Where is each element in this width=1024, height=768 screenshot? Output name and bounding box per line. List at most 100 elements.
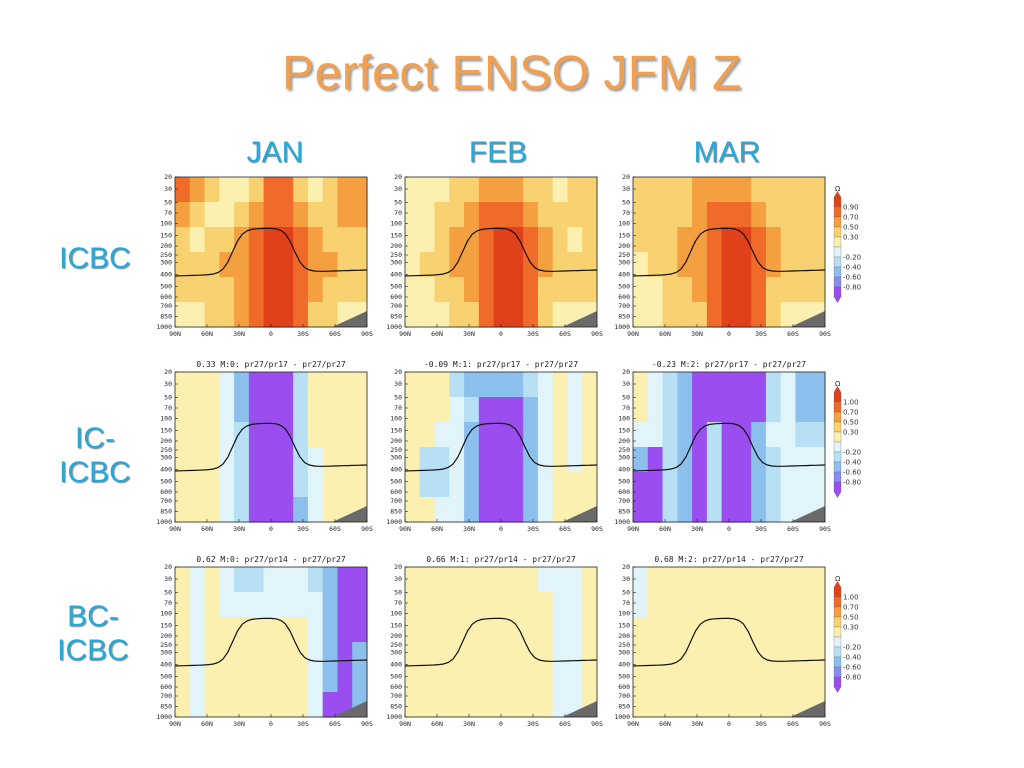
heatmap-cell — [322, 202, 339, 228]
heatmap-cell — [751, 277, 767, 303]
panel-title: 0.66 M:1: pr27/pr14 - pr27/pr27 — [426, 555, 575, 564]
heatmap-cell — [293, 592, 309, 618]
heatmap-cell — [307, 497, 324, 523]
heatmap-cell — [419, 372, 436, 398]
heatmap-cell — [493, 397, 509, 423]
heatmap-cell — [189, 202, 206, 228]
heatmap-cell — [189, 252, 206, 278]
heatmap-cell — [434, 277, 450, 303]
panel-title: -0.23 M:2: pr27/pr17 - pr27/pr27 — [652, 360, 806, 369]
heatmap-cell — [352, 667, 368, 693]
heatmap-cell — [493, 617, 509, 643]
y-tick-label: 100 — [390, 415, 402, 423]
heatmap-cell — [582, 642, 598, 668]
heatmap-cell — [464, 472, 480, 498]
heatmap-cell — [721, 592, 737, 618]
heatmap-cell — [692, 642, 708, 668]
row-header-line: ICBC — [57, 634, 129, 667]
heatmap-cell — [175, 497, 191, 523]
heatmap-cell — [692, 692, 708, 718]
heatmap-cell — [493, 422, 509, 448]
heatmap-cell — [721, 302, 737, 328]
heatmap-cell — [263, 302, 279, 328]
heatmap-cell — [523, 397, 539, 423]
colorbar-label: 0.30 — [843, 429, 859, 437]
heatmap-cell — [263, 617, 279, 643]
heatmap-cell — [234, 592, 250, 618]
heatmap-cell — [434, 617, 450, 643]
heatmap-cell — [537, 302, 554, 328]
heatmap-cell — [780, 227, 797, 253]
heatmap-cell — [751, 252, 767, 278]
heatmap-cell — [508, 252, 524, 278]
heatmap-cell — [567, 177, 583, 203]
y-tick-label: 30 — [164, 185, 172, 193]
colorbar-swatch — [833, 676, 842, 688]
y-tick-label: 500 — [390, 673, 402, 681]
heatmap-cell — [464, 567, 480, 593]
heatmap-cell — [464, 302, 480, 328]
heatmap-cell — [337, 592, 353, 618]
heatmap-cell — [647, 372, 664, 398]
heatmap-cell — [449, 617, 465, 643]
heatmap-cell — [278, 642, 294, 668]
heatmap-cell — [633, 422, 649, 448]
heatmap-cell — [322, 372, 339, 398]
heatmap-cell — [322, 592, 339, 618]
y-tick-label: 700 — [390, 497, 402, 505]
heatmap-cell — [434, 227, 450, 253]
x-tick-label: 90S — [361, 525, 373, 533]
x-tick-label: 60N — [431, 720, 443, 728]
row-header-bc-icbc: BC- ICBC — [38, 600, 148, 668]
heatmap-cell — [721, 497, 737, 523]
heatmap-cell — [508, 497, 524, 523]
x-tick-label: 60S — [329, 525, 341, 533]
colorbar-swatch — [833, 431, 842, 443]
heatmap-cell — [219, 277, 235, 303]
heatmap-cell — [706, 372, 723, 398]
heatmap-cell — [419, 667, 436, 693]
heatmap-cell — [405, 372, 421, 398]
heatmap-cell — [405, 472, 421, 498]
heatmap-cell — [248, 642, 265, 668]
y-tick-label: 250 — [390, 641, 402, 649]
heatmap-cell — [706, 177, 723, 203]
heatmap-cell — [419, 397, 436, 423]
heatmap-cell — [751, 567, 767, 593]
heatmap-cell — [523, 227, 539, 253]
heatmap-cell — [464, 422, 480, 448]
y-tick-label: 850 — [390, 313, 402, 321]
heatmap-cell — [219, 497, 235, 523]
heatmap-cell — [765, 472, 782, 498]
heatmap-cell — [537, 592, 554, 618]
heatmap-cell — [352, 472, 368, 498]
y-tick-label: 150 — [160, 427, 172, 435]
y-tick-label: 30 — [394, 575, 402, 583]
heatmap-cell — [736, 277, 752, 303]
heatmap-cell — [189, 667, 206, 693]
heatmap-cell — [219, 592, 235, 618]
y-tick-label: 150 — [160, 232, 172, 240]
heatmap-cell — [567, 472, 583, 498]
heatmap-cell — [464, 227, 480, 253]
x-tick-label: 90N — [399, 525, 411, 533]
heatmap-cell — [337, 667, 353, 693]
heatmap-cell — [263, 692, 279, 718]
colorbar-label: 0.50 — [843, 224, 859, 232]
y-tick-label: 70 — [622, 404, 630, 412]
heatmap-cell — [189, 447, 206, 473]
heatmap-cell — [677, 227, 693, 253]
heatmap-cell — [647, 617, 664, 643]
tropopause-line — [174, 617, 368, 667]
heatmap-cell — [263, 642, 279, 668]
y-tick-label: 300 — [618, 454, 630, 462]
y-tick-label: 200 — [390, 632, 402, 640]
heatmap-cell — [706, 277, 723, 303]
heatmap-cell — [537, 227, 554, 253]
heatmap-cell — [449, 642, 465, 668]
x-tick-label: 60N — [201, 525, 213, 533]
heatmap-cell — [434, 177, 450, 203]
x-tick-label: 30S — [297, 330, 309, 338]
x-tick-label: 90N — [169, 720, 181, 728]
y-tick-label: 70 — [164, 599, 172, 607]
